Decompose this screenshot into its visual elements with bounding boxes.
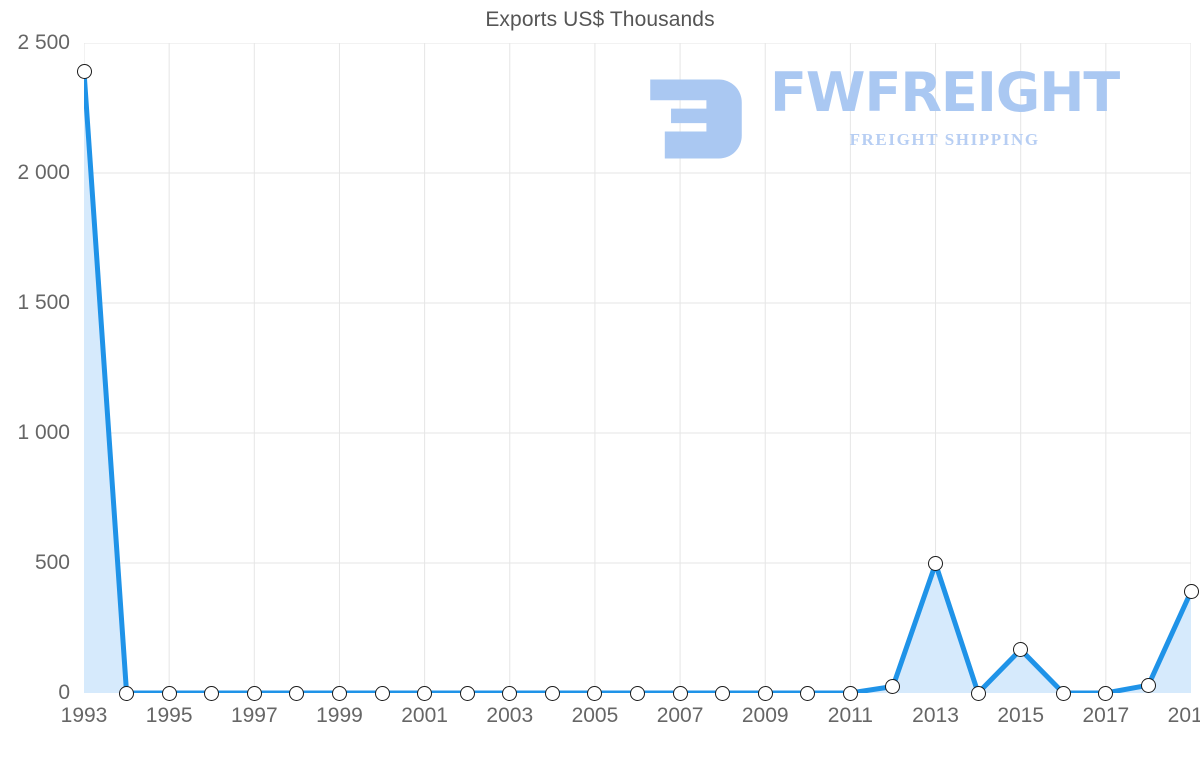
x-tick-label: 1999 xyxy=(316,704,363,727)
x-tick-label: 1997 xyxy=(230,704,278,727)
data-point-marker[interactable] xyxy=(119,685,135,701)
data-point-marker[interactable] xyxy=(630,685,645,701)
chart-title: Exports US$ Thousands xyxy=(485,8,715,31)
x-tick-label: 2019 xyxy=(1167,704,1200,727)
data-point-marker[interactable] xyxy=(417,685,433,701)
data-point-marker[interactable] xyxy=(1098,685,1114,701)
x-tick-label: 2011 xyxy=(827,704,873,727)
data-point-marker[interactable] xyxy=(374,685,390,701)
x-tick-label: 1995 xyxy=(145,704,193,727)
data-point-marker[interactable] xyxy=(587,685,603,701)
x-tick-label: 2005 xyxy=(571,704,619,727)
data-point-marker[interactable] xyxy=(1140,677,1156,693)
data-point-markers xyxy=(76,43,1199,701)
data-point-marker[interactable] xyxy=(161,685,177,701)
data-point-marker[interactable] xyxy=(842,685,858,701)
data-point-marker[interactable] xyxy=(800,685,816,701)
data-point-marker[interactable] xyxy=(970,685,986,701)
x-tick-label: 2007 xyxy=(656,704,704,727)
x-tick-label: 2003 xyxy=(486,704,534,727)
data-point-marker[interactable] xyxy=(757,685,773,701)
data-point-marker[interactable] xyxy=(289,685,305,701)
data-point-marker[interactable] xyxy=(928,556,944,572)
y-tick-label: 1 000 xyxy=(17,421,70,444)
y-tick-label: 2 500 xyxy=(17,31,70,54)
data-point-marker[interactable] xyxy=(885,679,901,694)
data-point-marker[interactable] xyxy=(502,685,518,701)
y-tick-label: 500 xyxy=(34,551,70,574)
y-tick-label: 2 000 xyxy=(17,161,70,184)
x-tick-label: 2013 xyxy=(912,704,959,727)
data-point-marker[interactable] xyxy=(331,685,347,701)
data-point-marker[interactable] xyxy=(246,685,262,701)
data-point-marker[interactable] xyxy=(459,685,475,701)
data-point-marker[interactable] xyxy=(672,685,688,701)
data-point-marker[interactable] xyxy=(1183,584,1199,600)
data-point-marker[interactable] xyxy=(1013,642,1029,658)
x-tick-label: 2001 xyxy=(401,704,448,727)
x-tick-label: 2009 xyxy=(741,704,789,727)
data-point-marker[interactable] xyxy=(204,685,220,701)
x-tick-label: 2015 xyxy=(997,704,1045,727)
data-point-marker[interactable] xyxy=(1055,685,1071,701)
y-tick-label: 0 xyxy=(58,681,70,704)
data-point-marker[interactable] xyxy=(544,685,560,701)
x-tick-label: 2017 xyxy=(1082,704,1130,727)
y-tick-label: 1 500 xyxy=(17,291,70,314)
x-tick-label: 1993 xyxy=(60,704,108,727)
series-exports xyxy=(84,43,1191,693)
data-point-marker[interactable] xyxy=(715,685,731,701)
data-point-marker[interactable] xyxy=(76,64,92,80)
plot-area: FWFREIGHT FREIGHT SHIPPING xyxy=(76,43,1199,701)
